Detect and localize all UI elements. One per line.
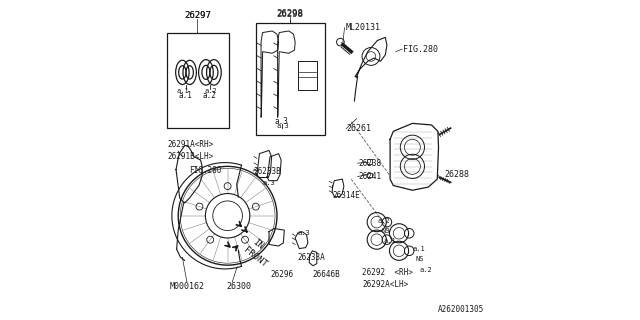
Text: a.3: a.3 <box>262 180 275 186</box>
Text: A262001305: A262001305 <box>438 305 484 314</box>
Text: 26297: 26297 <box>184 11 211 20</box>
Bar <box>367 173 372 177</box>
Text: FIG.280: FIG.280 <box>403 44 438 54</box>
Text: 26298: 26298 <box>276 10 303 19</box>
Text: 26291A<RH>: 26291A<RH> <box>167 140 213 149</box>
Text: a.3: a.3 <box>275 116 289 125</box>
Text: NS: NS <box>381 228 390 234</box>
Text: a.2: a.2 <box>203 91 217 100</box>
Text: 26288: 26288 <box>444 170 469 179</box>
Text: ML20131: ML20131 <box>346 23 381 32</box>
Text: 26238: 26238 <box>358 159 381 168</box>
Text: IN: IN <box>251 237 265 251</box>
Text: a.1: a.1 <box>177 89 189 94</box>
Text: 26241: 26241 <box>358 172 381 181</box>
Text: 26646B: 26646B <box>313 270 340 279</box>
Text: a.3: a.3 <box>277 123 290 129</box>
Text: 26300: 26300 <box>227 282 252 291</box>
Text: FIG.280: FIG.280 <box>189 166 221 175</box>
Text: 26233A: 26233A <box>298 253 326 262</box>
Text: 26314E: 26314E <box>333 191 360 200</box>
Text: a.2: a.2 <box>419 267 432 273</box>
Text: NS: NS <box>415 256 424 262</box>
Text: 26296: 26296 <box>271 270 294 279</box>
Text: a.2: a.2 <box>378 218 390 224</box>
Text: 26298: 26298 <box>276 9 303 18</box>
Text: a.1: a.1 <box>412 246 425 252</box>
Text: a.1: a.1 <box>383 238 396 244</box>
Text: a.2: a.2 <box>204 89 217 94</box>
Text: M000162: M000162 <box>170 282 205 291</box>
Text: 26233B: 26233B <box>253 167 282 176</box>
Bar <box>256 23 324 134</box>
Text: 26297: 26297 <box>184 12 211 20</box>
Bar <box>367 159 372 164</box>
Text: FRONT: FRONT <box>242 245 269 269</box>
Text: 26292A<LH>: 26292A<LH> <box>362 280 408 289</box>
Text: a.3: a.3 <box>298 230 310 236</box>
Text: a.1: a.1 <box>179 91 193 100</box>
Bar <box>167 33 229 128</box>
Bar <box>298 61 317 90</box>
Text: 26261: 26261 <box>346 124 371 133</box>
Text: 26291B<LH>: 26291B<LH> <box>167 152 213 161</box>
Text: 26292  <RH>: 26292 <RH> <box>362 268 413 277</box>
